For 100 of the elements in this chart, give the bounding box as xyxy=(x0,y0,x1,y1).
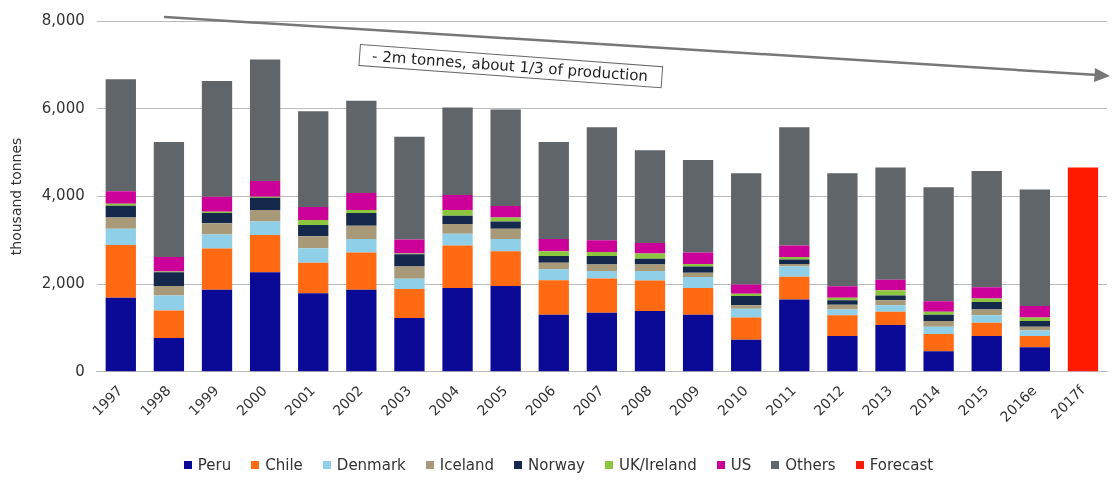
bar xyxy=(586,252,618,257)
bar xyxy=(731,284,762,294)
bar xyxy=(731,173,762,285)
bar xyxy=(779,127,810,246)
bar xyxy=(586,270,618,279)
bar xyxy=(346,213,377,226)
y-axis-title: thousand tonnes xyxy=(8,137,25,256)
bar xyxy=(346,289,377,372)
bar xyxy=(394,266,425,279)
legend-label: Peru xyxy=(197,456,232,474)
bar xyxy=(346,100,377,193)
bar xyxy=(779,299,810,372)
bar xyxy=(682,288,714,315)
bar xyxy=(538,314,569,372)
bar xyxy=(249,197,281,211)
bar xyxy=(105,217,136,229)
bar xyxy=(1019,347,1050,372)
bar xyxy=(442,224,473,234)
bar xyxy=(731,317,762,340)
bar xyxy=(586,256,618,265)
legend-label: Others xyxy=(785,456,836,474)
bar xyxy=(490,206,521,218)
bar xyxy=(442,107,473,196)
bar xyxy=(634,253,666,259)
bar xyxy=(249,59,281,182)
bar xyxy=(105,205,136,218)
bar xyxy=(586,127,618,241)
bar xyxy=(490,251,521,286)
bar xyxy=(105,228,136,246)
bar xyxy=(731,295,762,306)
bar xyxy=(827,304,858,310)
bar xyxy=(538,142,569,239)
bar xyxy=(298,293,329,372)
bar xyxy=(827,173,858,287)
bar xyxy=(875,167,906,280)
bar xyxy=(442,215,473,225)
bar xyxy=(682,314,714,372)
bar xyxy=(249,272,281,372)
bar xyxy=(346,192,377,211)
bar xyxy=(923,334,954,352)
bar xyxy=(731,293,762,296)
bar xyxy=(731,305,762,309)
bar xyxy=(634,150,666,243)
bar xyxy=(779,256,810,260)
bar xyxy=(1019,189,1050,307)
legend-label: UK/Ireland xyxy=(618,456,697,474)
bar xyxy=(971,322,1002,336)
bar xyxy=(682,263,714,267)
y-tick-label: 4,000 xyxy=(41,186,85,205)
bar xyxy=(201,213,233,224)
bar xyxy=(201,81,233,197)
bar xyxy=(779,263,810,267)
bar xyxy=(105,191,136,204)
bar xyxy=(490,238,521,252)
bar xyxy=(971,315,1002,323)
bar xyxy=(875,305,906,312)
legend-label: Norway xyxy=(528,456,585,474)
bar xyxy=(634,264,666,271)
bar xyxy=(249,181,281,197)
bar xyxy=(586,278,618,313)
bar xyxy=(827,335,858,372)
bar xyxy=(1019,326,1050,331)
bar xyxy=(634,242,666,254)
bar xyxy=(923,320,954,327)
bar xyxy=(586,240,618,253)
bar xyxy=(153,310,185,339)
bar xyxy=(538,280,569,315)
legend-label: Iceland xyxy=(439,456,495,474)
bar xyxy=(201,289,233,372)
bar xyxy=(779,245,810,257)
bar xyxy=(394,254,425,267)
bar xyxy=(538,238,569,252)
bar xyxy=(827,309,858,316)
bar xyxy=(971,302,1002,310)
bar xyxy=(298,206,329,221)
bar xyxy=(249,235,281,273)
bar xyxy=(490,285,521,372)
bar xyxy=(153,272,185,286)
bar xyxy=(346,252,377,290)
bar xyxy=(153,142,185,257)
bar xyxy=(153,285,185,296)
bar xyxy=(875,279,906,291)
legend-label: US xyxy=(730,456,752,474)
bar xyxy=(634,280,666,311)
bar xyxy=(682,272,714,278)
bar xyxy=(779,266,810,277)
bar xyxy=(827,315,858,336)
bar xyxy=(105,297,136,372)
bar xyxy=(490,217,521,222)
bar xyxy=(538,262,569,270)
bar xyxy=(153,256,185,272)
bar xyxy=(1019,335,1050,348)
bar xyxy=(731,339,762,372)
bar xyxy=(490,221,521,229)
bar xyxy=(875,311,906,325)
bar xyxy=(201,196,233,212)
bar xyxy=(779,276,810,300)
bar xyxy=(682,266,714,273)
bar xyxy=(538,269,569,281)
bar xyxy=(298,224,329,237)
